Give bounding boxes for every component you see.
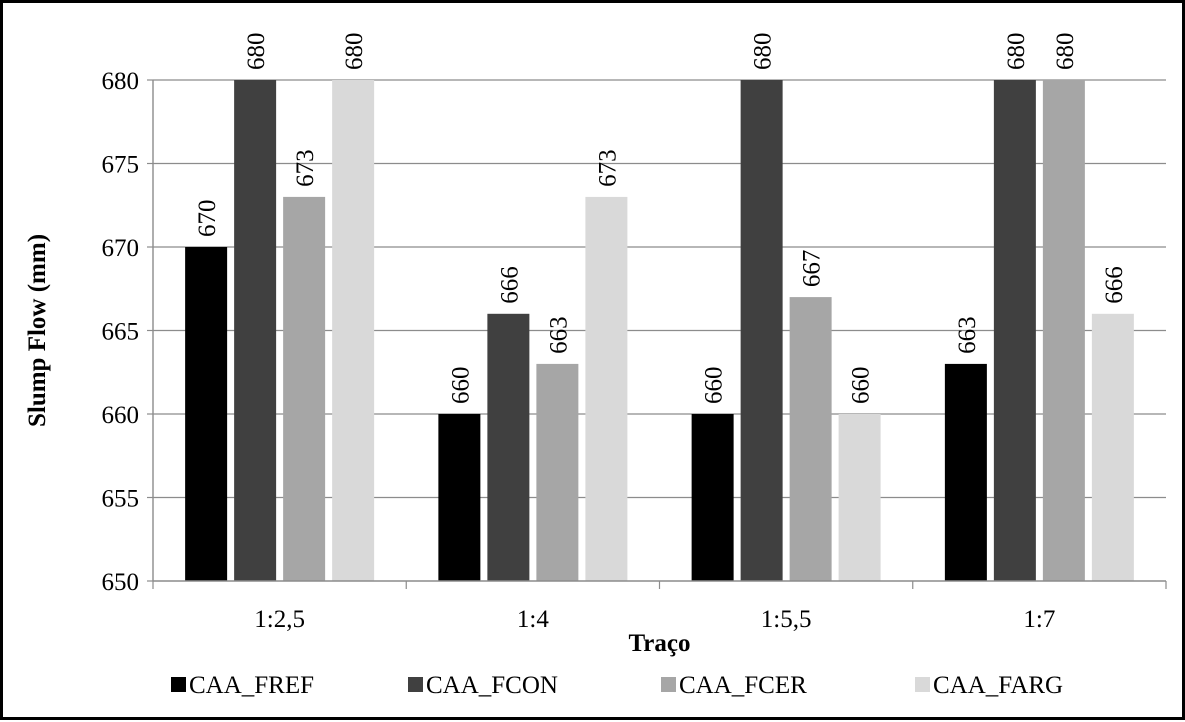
bar: [691, 414, 734, 581]
data-label: 667: [799, 250, 826, 288]
bar: [332, 80, 375, 581]
y-tick-label: 660: [102, 402, 140, 429]
y-tick-label: 680: [102, 68, 140, 95]
bar: [740, 80, 783, 581]
bars: [185, 80, 1134, 581]
legend-swatch: [661, 677, 676, 692]
data-label: 680: [750, 33, 777, 71]
data-label: 673: [594, 149, 621, 187]
x-axis-title: Traço: [628, 630, 690, 657]
bar: [283, 196, 326, 581]
data-label: 663: [954, 316, 981, 354]
y-tick-label: 675: [102, 152, 140, 179]
bar: [185, 247, 228, 581]
y-axis-title: Slump Flow (mm): [24, 234, 51, 427]
legend-swatch: [408, 677, 423, 692]
bar: [536, 363, 579, 581]
bar: [234, 80, 277, 581]
bar: [1042, 80, 1085, 581]
legend: CAA_FREF CAA_FCON CAA_FCER CAA_FARG: [171, 672, 1063, 699]
data-label: 673: [292, 149, 319, 187]
axes: 650 655 660 665 670 675 680 1:2,5 1:4 1:5,5 1:7: [102, 68, 1167, 633]
bar: [993, 80, 1036, 581]
x-tick-label: 1:4: [517, 606, 549, 633]
data-label: 663: [545, 316, 572, 354]
x-tick-label: 1:7: [1023, 606, 1055, 633]
data-label: 666: [496, 266, 523, 304]
bar: [585, 196, 628, 581]
bar-chart: 650 655 660 665 670 675 680 1:2,5 1:4 1:5,5 1:7 67…: [24, 33, 1167, 699]
data-label: 660: [701, 367, 728, 405]
x-tick-label: 1:2,5: [254, 606, 305, 633]
legend-label: CAA_FCON: [426, 672, 558, 699]
data-label: 680: [1052, 33, 1079, 71]
bar: [838, 414, 881, 581]
data-label: 680: [1003, 33, 1030, 71]
bar: [487, 313, 530, 581]
bar: [944, 363, 987, 581]
y-tick-label: 665: [102, 319, 140, 346]
legend-label: CAA_FCER: [679, 672, 807, 699]
legend-swatch: [171, 677, 186, 692]
y-tick-label: 670: [102, 235, 140, 262]
data-label: 666: [1101, 266, 1128, 304]
legend-label: CAA_FREF: [189, 672, 314, 699]
y-tick-label: 655: [102, 486, 140, 513]
bar: [789, 297, 832, 581]
data-label: 680: [341, 33, 368, 71]
data-labels: 670 680 673 680 660 666 663 673 660 680 667 660 663 6…: [194, 33, 1128, 405]
legend-label: CAA_FARG: [933, 672, 1063, 699]
bar: [1091, 313, 1134, 581]
y-tick-label: 650: [102, 569, 140, 596]
data-label: 670: [194, 200, 221, 238]
data-label: 660: [848, 367, 875, 405]
bar: [438, 414, 481, 581]
data-label: 680: [243, 33, 270, 71]
x-tick-label: 1:5,5: [761, 606, 812, 633]
legend-swatch: [915, 677, 930, 692]
data-label: 660: [447, 367, 474, 405]
